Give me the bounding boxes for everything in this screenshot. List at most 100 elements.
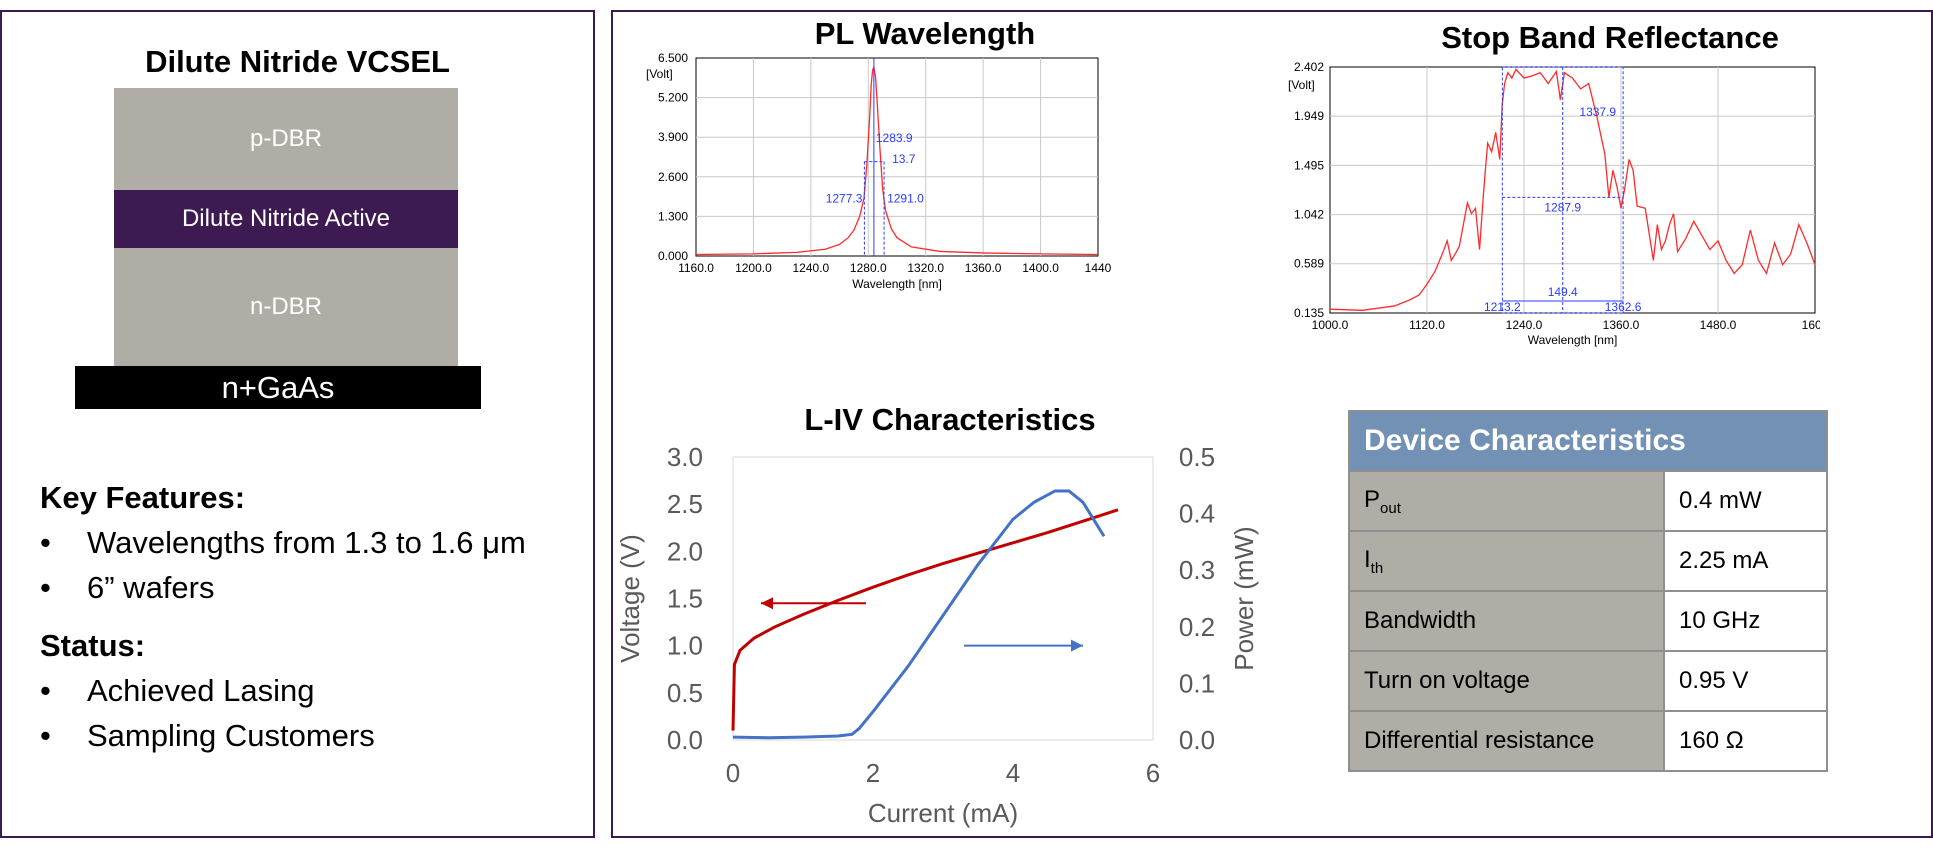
x-tick-label: 1320.0 [907,261,944,275]
list-item: • Wavelengths from 1.3 to 1.6 μm [40,520,526,565]
status-heading: Status: [40,628,146,663]
pl-wavelength-chart: 1160.0 1200.0 1240.0 1280.0 1320.0 1360.0 1400… [646,51,1112,291]
table-row: Pout 0.4 mW [1348,470,1828,532]
x-tick-label: 1200.0 [735,261,772,275]
voltage-arrowhead [761,597,773,610]
table-row: Turn on voltage 0.95 V [1348,650,1828,712]
table-key: Bandwidth [1348,590,1665,652]
fwhm-label: 13.7 [892,152,916,166]
y-tick-label: 2.0 [667,536,703,566]
table-key: Differential resistance [1348,710,1665,772]
x-tick-label: 6 [1146,758,1160,788]
y2-tick-label: 0.4 [1179,499,1215,529]
x-axis-label: Current (mA) [868,798,1018,828]
list-item: • Achieved Lasing [40,668,375,713]
y2-tick-label: 0.2 [1179,612,1215,642]
y2-tick-label: 0.1 [1179,668,1215,698]
y2-tick-label: 0.5 [1179,442,1215,472]
table-row: Bandwidth 10 GHz [1348,590,1828,652]
y-axis-label: [Volt] [1288,78,1315,92]
y-tick-label: 2.402 [1294,60,1324,74]
liv-chart-title: L-IV Characteristics [804,402,1096,437]
list-item: • Sampling Customers [40,713,375,758]
x-tick-label: 1440 [1085,261,1112,275]
y-tick-label: 1.042 [1294,208,1324,222]
stopband-center-label: 1287.9 [1544,200,1581,214]
y-tick-label: 0.5 [667,678,703,708]
table-key: Ith [1348,530,1665,592]
y-axis-label: [Volt] [646,67,673,81]
stopband-right-label: 1362.6 [1605,300,1642,314]
bullet-icon: • [40,570,51,605]
y-tick-label: 1.300 [658,209,688,223]
y-tick-label: 0.589 [1294,257,1324,271]
x-tick-label: 1360.0 [1603,318,1640,332]
y2-tick-label: 0.3 [1179,555,1215,585]
table-value: 0.95 V [1663,650,1828,712]
x-tick-label: 1120.0 [1409,318,1445,332]
y2-tick-label: 0.0 [1179,725,1215,755]
bullet-icon: • [40,525,51,560]
active-layer: Dilute Nitride Active [114,190,458,248]
table-header: Device Characteristics [1348,410,1828,472]
power-curve [732,489,1106,740]
plot-area [695,57,1099,257]
n-dbr-layer: n-DBR [114,248,458,366]
x-tick-label: 0 [726,758,740,788]
x-tick-label: 1240.0 [1506,318,1543,332]
power-arrowhead [1071,639,1083,652]
table-key: Pout [1348,470,1665,532]
plot-area [1329,66,1816,314]
bullet-icon: • [40,673,51,708]
device-characteristics-table: Device Characteristics Pout 0.4 mW Ith 2… [1348,410,1828,772]
p-dbr-layer: p-DBR [114,88,458,190]
y-axis-label: Voltage (V) [620,534,645,663]
key-features-list: • Wavelengths from 1.3 to 1.6 μm • 6” wafe… [40,520,526,610]
reflectance-line [1329,68,1816,311]
y-tick-label: 1.0 [667,631,703,661]
y-tick-label: 1.949 [1294,109,1324,123]
y-tick-label: 5.200 [658,91,688,105]
x-tick-label: 1160.0 [678,261,714,275]
stopband-upper-label: 1337.9 [1579,105,1616,119]
peak-label: 1283.9 [876,131,913,145]
y-tick-label: 6.500 [658,51,688,65]
x-tick-label: 1360.0 [965,261,1002,275]
table-row: Differential resistance 160 Ω [1348,710,1828,772]
y-tick-label: 3.900 [658,130,688,144]
list-item: • 6” wafers [40,565,526,610]
key-features-heading: Key Features: [40,480,246,515]
liv-characteristics-chart: 0 2 4 6 0.0 0.5 1.0 1.5 2.0 2.5 3.0 0.0 0.1 0.2 0.3 0.4… [620,442,1259,828]
fwhm-right-label: 1291.0 [887,192,924,206]
y2-axis-label: Power (mW) [1229,526,1259,670]
table-value: 10 GHz [1663,590,1828,652]
table-value: 160 Ω [1663,710,1828,772]
status-list: • Achieved Lasing • Sampling Customers [40,668,375,758]
x-tick-label: 1000.0 [1312,318,1349,332]
table-row: Ith 2.25 mA [1348,530,1828,592]
x-tick-label: 1400.0 [1022,261,1059,275]
y-tick-label: 0.0 [667,725,703,755]
y-tick-label: 1.495 [1294,158,1324,172]
pl-spectrum-line [695,64,1099,256]
y-tick-label: 3.0 [667,442,703,472]
stopband-width-label: 149.4 [1548,285,1578,299]
table-value: 2.25 mA [1663,530,1828,592]
table-key: Turn on voltage [1348,650,1665,712]
pl-chart-title: PL Wavelength [814,16,1036,51]
fwhm-left-label: 1277.3 [826,192,863,206]
x-tick-label: 4 [1006,758,1020,788]
y-tick-label: 2.5 [667,489,703,519]
x-tick-label: 2 [866,758,880,788]
table-value: 0.4 mW [1663,470,1828,532]
x-tick-label: 1280.0 [850,261,887,275]
y-tick-label: 0.000 [658,249,688,263]
stack-title: Dilute Nitride VCSEL [145,44,450,79]
y-tick-label: 0.135 [1294,306,1324,320]
y-tick-label: 2.600 [658,170,688,184]
x-axis-label: Wavelength [nm] [1528,333,1618,347]
x-tick-label: 1240.0 [793,261,830,275]
stopband-left-label: 1213.2 [1484,300,1521,314]
x-axis-label: Wavelength [nm] [852,277,942,291]
